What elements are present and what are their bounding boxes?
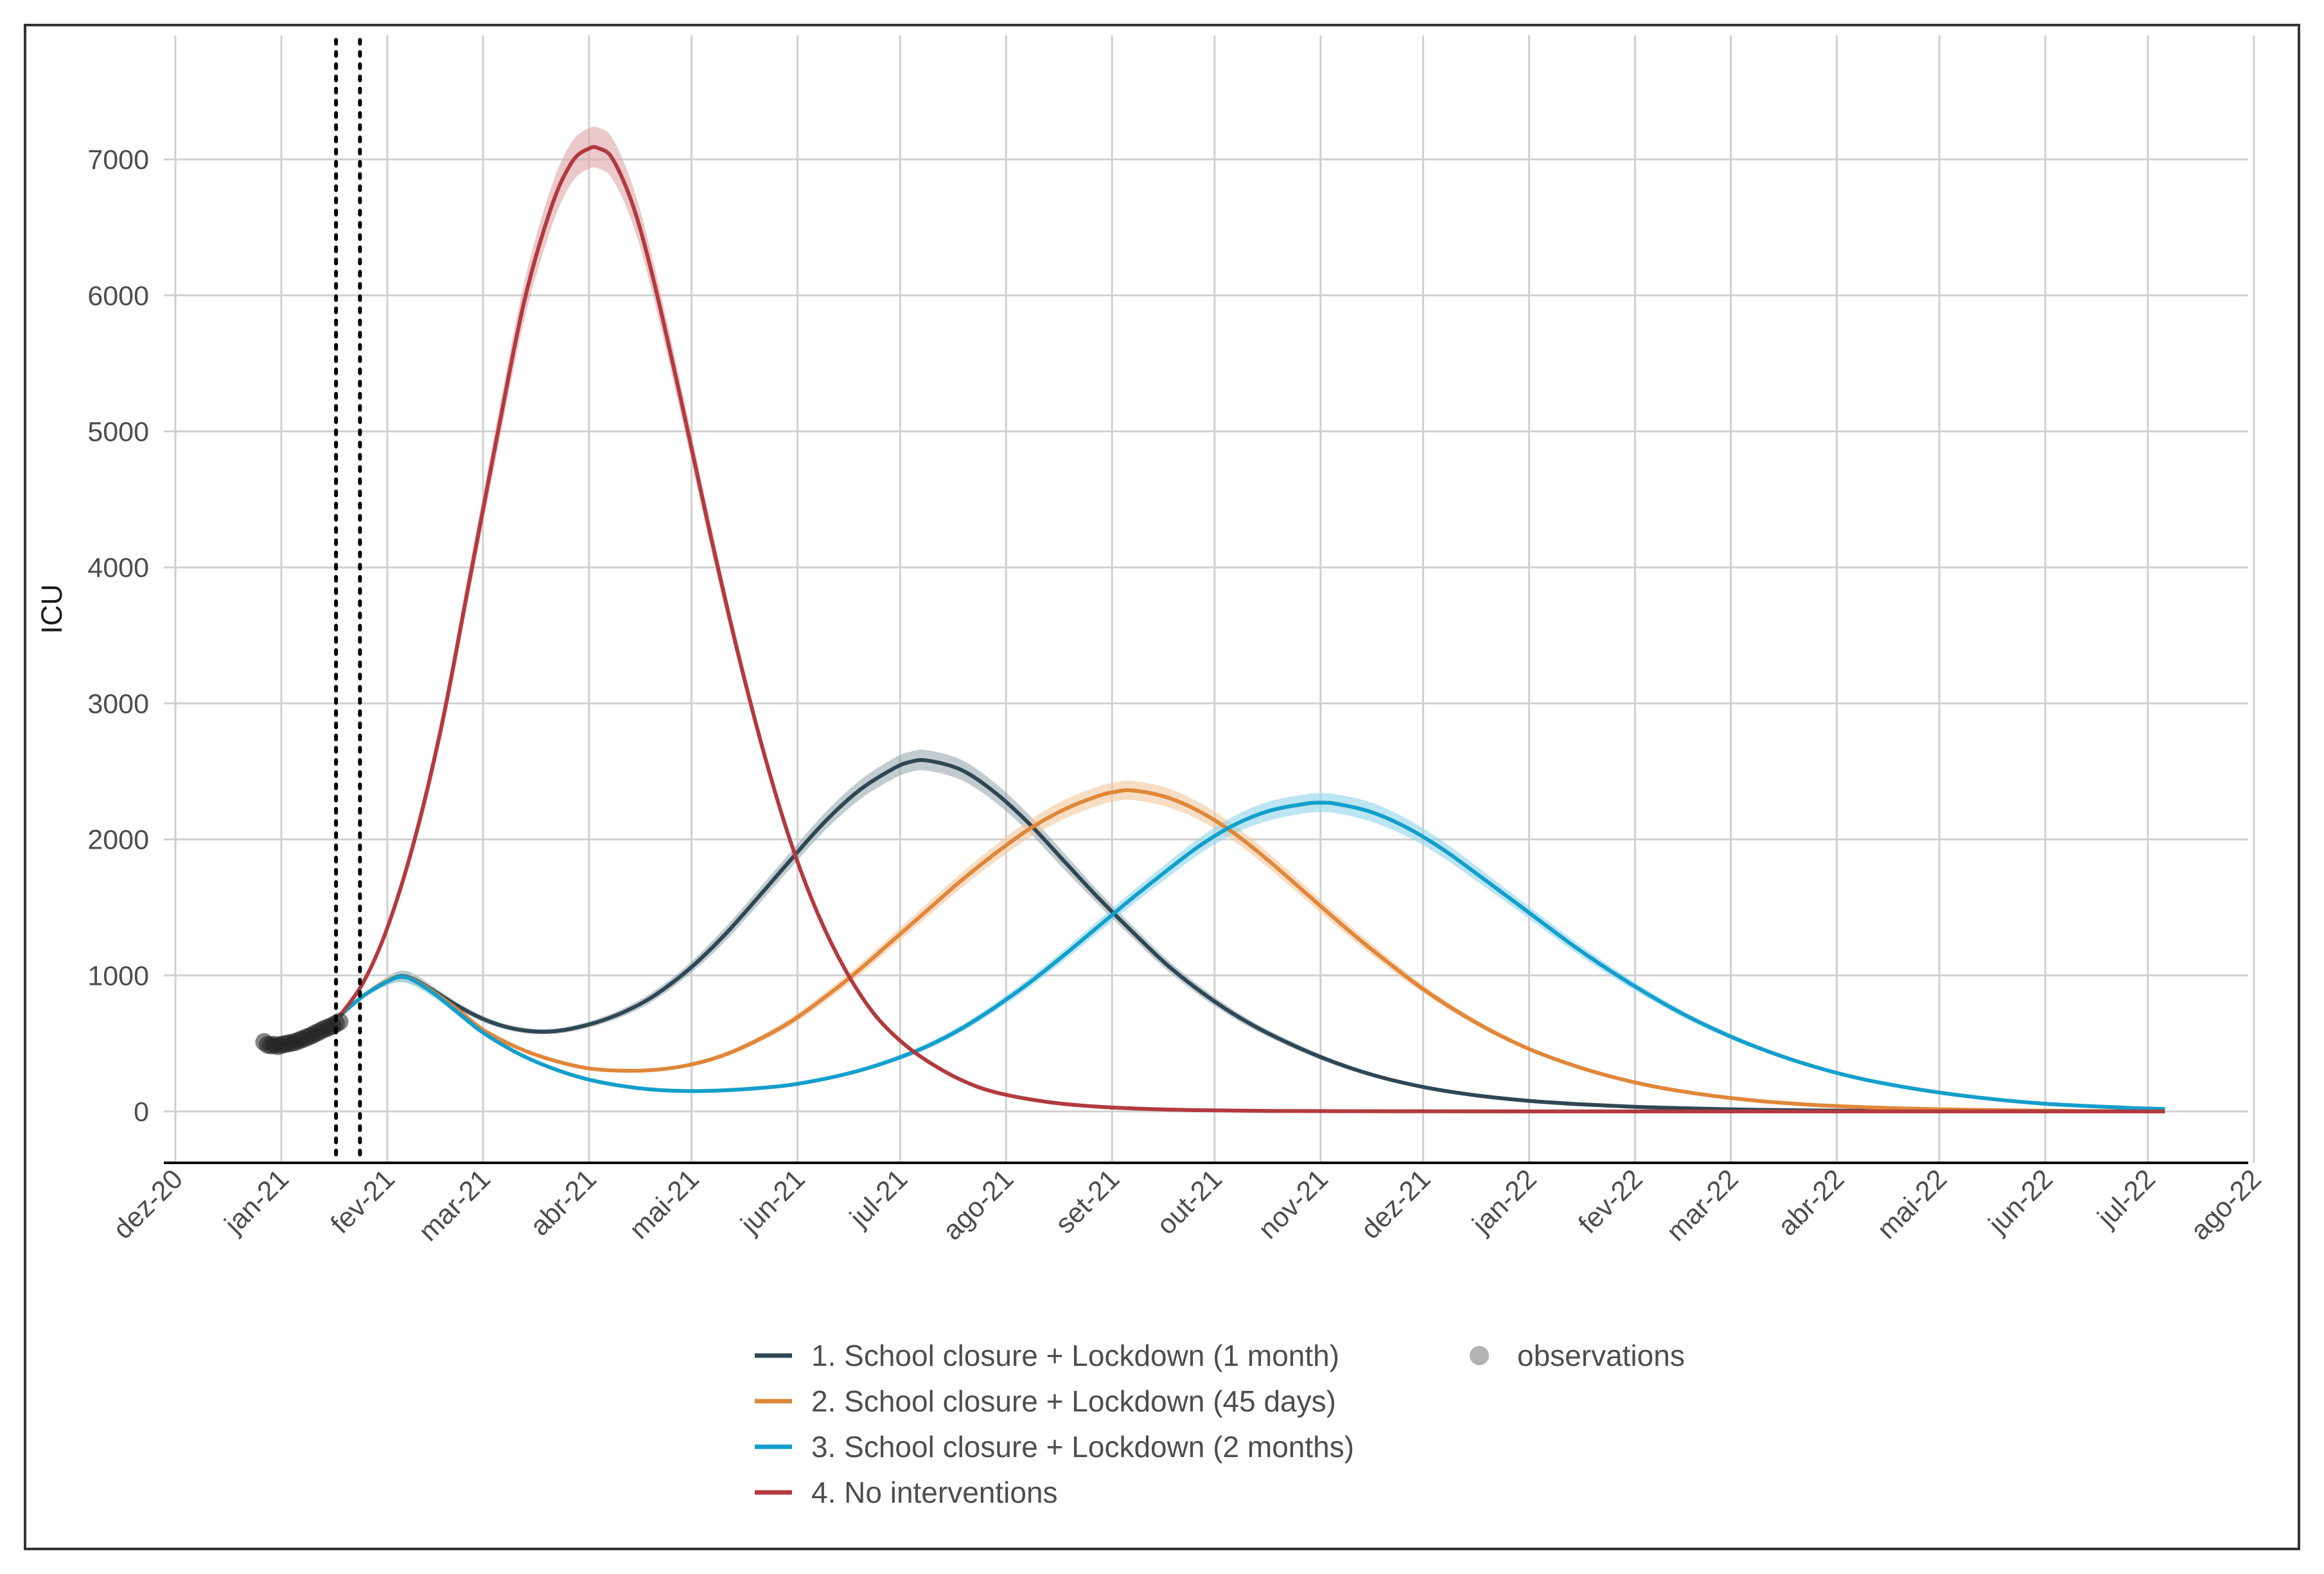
grid: [164, 35, 2255, 1163]
y-tick-label: 6000: [87, 281, 149, 312]
x-tick-label: mai-22: [1871, 1163, 1953, 1245]
line-series-4: [338, 145, 2165, 1114]
line-series-3: [338, 800, 2165, 1111]
x-tick-label: jan-21: [218, 1163, 295, 1241]
y-tick-label: 5000: [87, 417, 149, 448]
intervention-vlines: [334, 38, 362, 1165]
x-tick-label: fev-21: [325, 1163, 401, 1239]
band-series-2: [339, 781, 2165, 1111]
y-tick-label: 4000: [87, 553, 149, 583]
x-tick-label: dez-20: [107, 1163, 189, 1245]
series-lines: [338, 145, 2165, 1114]
x-tick-label: set-21: [1050, 1163, 1125, 1239]
uncertainty-bands: [339, 127, 2165, 1111]
y-tick-label: 3000: [87, 689, 149, 720]
x-tick-label: jul-21: [843, 1163, 914, 1234]
line-series-2: [338, 788, 2165, 1113]
observations-points: [255, 1012, 349, 1056]
line-series-1: [338, 757, 2165, 1113]
x-tick-label: abr-22: [1772, 1163, 1851, 1242]
band-series-4: [339, 127, 2165, 1111]
y-axis-label: ICU: [35, 584, 68, 634]
band-series-1: [339, 750, 2165, 1111]
x-tick-label: ago-21: [937, 1163, 1020, 1246]
x-tick-label: out-21: [1151, 1163, 1228, 1241]
y-tick-label: 7000: [87, 145, 149, 175]
x-tick-label: mar-22: [1660, 1163, 1744, 1247]
legend-label-series-4: 4. No interventions: [811, 1476, 1058, 1509]
x-tick-label: dez-21: [1355, 1163, 1437, 1245]
x-tick-labels: dez-20 jan-21 fev-21 mar-21 abr-21 mai-21 jun-…: [107, 1163, 2267, 1247]
x-tick-label: mai-21: [624, 1163, 705, 1245]
y-tick-label: 1000: [87, 960, 149, 991]
x-tick-label: jun-22: [1982, 1163, 2059, 1241]
x-tick-label: ago-22: [2185, 1163, 2267, 1246]
legend: 1. School closure + Lockdown (1 month) 2.…: [755, 1339, 1685, 1509]
legend-label-series-2: 2. School closure + Lockdown (45 days): [811, 1384, 1336, 1418]
x-tick-label: jan-22: [1466, 1163, 1543, 1241]
x-tick-label: nov-21: [1253, 1163, 1334, 1245]
legend-key-observations: [1470, 1346, 1489, 1365]
x-tick-label: jun-21: [734, 1163, 811, 1241]
y-tick-labels: 0 1000 2000 3000 4000 5000 6000 7000: [87, 145, 149, 1127]
chart-frame: [24, 24, 2300, 1550]
x-tick-label: mar-21: [413, 1163, 497, 1247]
x-tick-label: abr-21: [524, 1163, 603, 1242]
x-tick-label: jul-22: [2091, 1163, 2161, 1234]
y-tick-label: 2000: [87, 825, 149, 856]
legend-label-observations: observations: [1517, 1339, 1685, 1372]
legend-label-series-1: 1. School closure + Lockdown (1 month): [811, 1339, 1339, 1372]
legend-label-series-3: 3. School closure + Lockdown (2 months): [811, 1430, 1354, 1463]
x-tick-label: fev-22: [1572, 1163, 1648, 1239]
observation-point: [330, 1012, 349, 1031]
y-tick-label: 0: [134, 1097, 149, 1127]
